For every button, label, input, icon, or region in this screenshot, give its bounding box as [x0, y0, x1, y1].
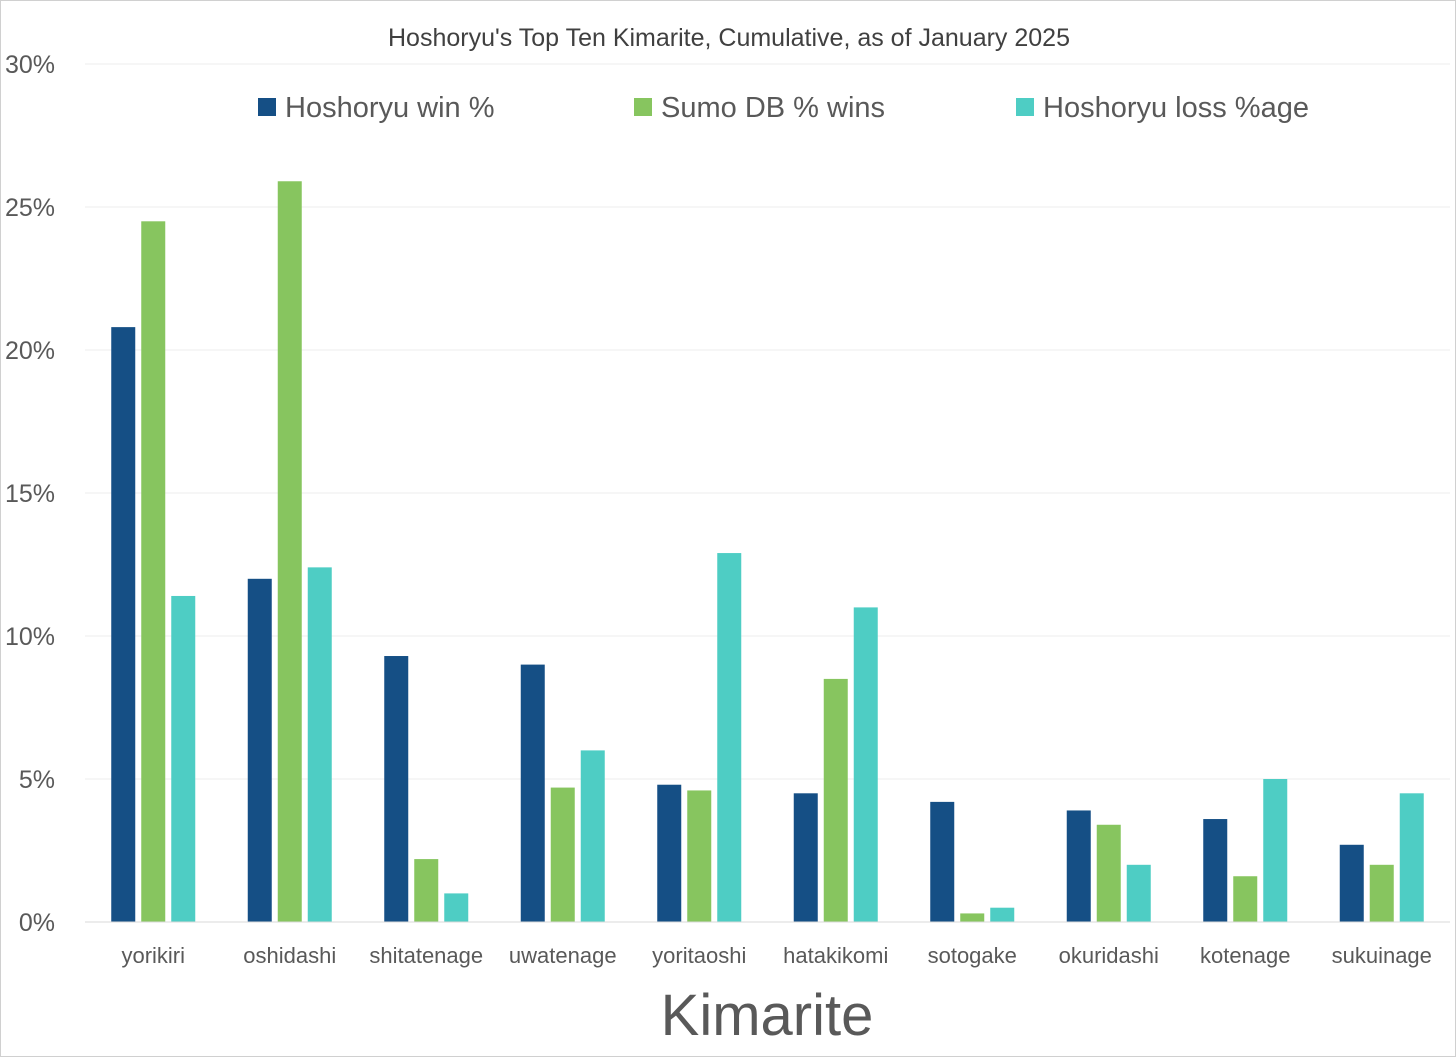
y-tick-label: 15%: [5, 480, 55, 508]
bar-kotenage-series-0: [1203, 819, 1228, 922]
legend-swatch: [634, 98, 652, 116]
y-tick-label: 25%: [5, 194, 55, 222]
x-tick-label: sukuinage: [1332, 943, 1432, 968]
bar-oshidashi-series-2: [307, 567, 332, 922]
bar-yoritaoshi-series-1: [687, 790, 712, 922]
bar-uwatenage-series-1: [550, 787, 575, 922]
bar-oshidashi-series-0: [247, 578, 272, 922]
x-tick-label: okuridashi: [1059, 943, 1159, 968]
y-tick-label: 0%: [19, 909, 55, 937]
bar-oshidashi-series-1: [277, 181, 302, 922]
bar-shitatenage-series-0: [384, 656, 409, 922]
x-axis-tick-labels: yorikiri oshidashi shitatenage uwatenage yor…: [121, 943, 1431, 968]
bar-shitatenage-series-1: [414, 859, 439, 922]
bar-okuridashi-series-1: [1096, 824, 1121, 922]
x-tick-label: shitatenage: [369, 943, 483, 968]
y-tick-label: 30%: [5, 51, 55, 79]
x-tick-label: sotogake: [928, 943, 1017, 968]
y-tick-label: 5%: [19, 766, 55, 794]
bar-uwatenage-series-0: [520, 664, 545, 922]
legend-label: Hoshoryu win %: [285, 92, 495, 124]
x-axis-title: Kimarite: [661, 983, 874, 1048]
legend-swatch: [258, 98, 276, 116]
chart-title: Hoshoryu's Top Ten Kimarite, Cumulative,…: [388, 24, 1070, 52]
legend-label: Hoshoryu loss %age: [1043, 92, 1309, 124]
x-tick-label: kotenage: [1200, 943, 1291, 968]
legend-label: Sumo DB % wins: [661, 92, 885, 124]
bar-hatakikomi-series-0: [793, 793, 818, 922]
bar-sotogake-series-2: [990, 907, 1015, 922]
bar-yorikiri-series-0: [111, 327, 136, 922]
legend: Hoshoryu win % Sumo DB % wins Hoshoryu los…: [258, 92, 1309, 124]
bar-shitatenage-series-2: [444, 893, 469, 922]
y-tick-label: 10%: [5, 623, 55, 651]
bar-yoritaoshi-series-0: [657, 784, 682, 922]
bar-yoritaoshi-series-2: [717, 553, 742, 922]
x-tick-label: hatakikomi: [783, 943, 888, 968]
bar-hatakikomi-series-2: [853, 607, 878, 922]
bar-kotenage-series-1: [1233, 876, 1258, 922]
y-axis-tick-labels: 0% 5% 10% 15% 20% 25% 30%: [5, 51, 55, 937]
legend-swatch: [1016, 98, 1034, 116]
bar-sukuinage-series-1: [1369, 864, 1394, 922]
bar-okuridashi-series-2: [1126, 864, 1151, 922]
x-tick-label: uwatenage: [509, 943, 617, 968]
x-tick-label: oshidashi: [243, 943, 336, 968]
bar-sukuinage-series-0: [1339, 844, 1364, 922]
bar-sotogake-series-0: [930, 801, 955, 922]
bar-yorikiri-series-2: [171, 595, 196, 922]
y-tick-label: 20%: [5, 337, 55, 365]
bar-okuridashi-series-0: [1066, 810, 1091, 922]
bar-hatakikomi-series-1: [823, 678, 848, 922]
x-tick-label: yorikiri: [121, 943, 185, 968]
bar-uwatenage-series-2: [580, 750, 605, 922]
bar-sukuinage-series-2: [1399, 793, 1424, 922]
x-tick-label: yoritaoshi: [652, 943, 746, 968]
bar-sotogake-series-1: [960, 913, 985, 922]
bars: [111, 181, 1424, 923]
bar-kotenage-series-2: [1263, 779, 1288, 922]
bar-yorikiri-series-1: [141, 221, 166, 923]
